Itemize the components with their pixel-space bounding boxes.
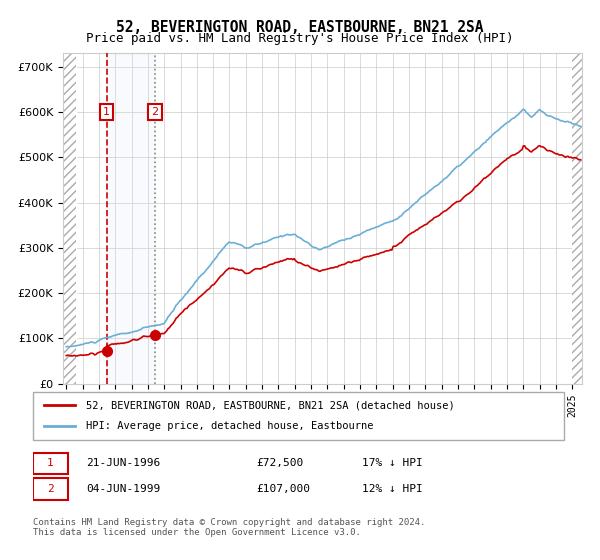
Text: 21-JUN-1996: 21-JUN-1996: [86, 459, 160, 469]
Text: 04-JUN-1999: 04-JUN-1999: [86, 484, 160, 494]
Text: 1: 1: [103, 107, 110, 117]
Text: 1: 1: [47, 459, 54, 469]
Text: HPI: Average price, detached house, Eastbourne: HPI: Average price, detached house, East…: [86, 421, 374, 431]
FancyBboxPatch shape: [33, 392, 564, 440]
Text: 2: 2: [47, 484, 54, 494]
Bar: [107, 53, 155, 384]
Text: £107,000: £107,000: [256, 484, 310, 494]
FancyBboxPatch shape: [33, 452, 68, 474]
Text: 2: 2: [151, 107, 158, 117]
Text: £72,500: £72,500: [256, 459, 303, 469]
Text: Price paid vs. HM Land Registry's House Price Index (HPI): Price paid vs. HM Land Registry's House …: [86, 32, 514, 45]
Text: 52, BEVERINGTON ROAD, EASTBOURNE, BN21 2SA (detached house): 52, BEVERINGTON ROAD, EASTBOURNE, BN21 2…: [86, 400, 455, 410]
Bar: [572, 53, 582, 384]
Text: 17% ↓ HPI: 17% ↓ HPI: [362, 459, 423, 469]
FancyBboxPatch shape: [33, 478, 68, 500]
Text: Contains HM Land Registry data © Crown copyright and database right 2024.
This d: Contains HM Land Registry data © Crown c…: [33, 518, 425, 538]
Bar: [63, 53, 76, 384]
Text: 12% ↓ HPI: 12% ↓ HPI: [362, 484, 423, 494]
Text: 52, BEVERINGTON ROAD, EASTBOURNE, BN21 2SA: 52, BEVERINGTON ROAD, EASTBOURNE, BN21 2…: [116, 20, 484, 35]
